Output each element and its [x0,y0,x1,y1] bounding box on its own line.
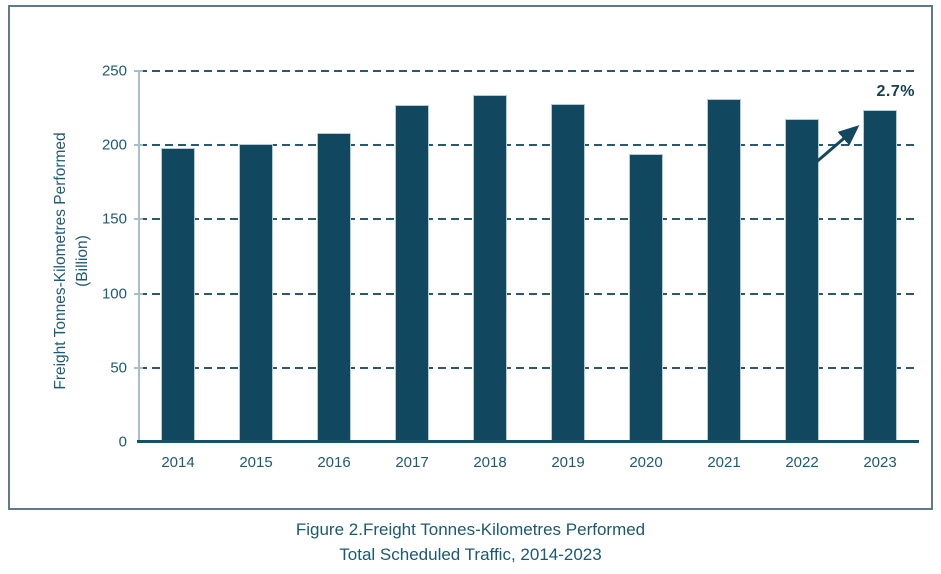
bar-2023 [863,109,897,442]
bar-2014 [161,148,195,442]
bar-2020 [628,154,663,442]
x-tick-label-2019: 2019 [551,454,585,471]
y-axis-line [138,71,140,442]
gridline-200 [139,144,919,147]
growth-arrow-icon [813,125,860,166]
x-tick-label-2017: 2017 [395,454,429,471]
figure-caption-line1: Figure 2.Freight Tonnes-Kilometres Perfo… [295,520,646,539]
gridline-50 [139,366,919,369]
x-tick-label-2021: 2021 [707,454,741,471]
y-tick-mark-50 [134,366,143,369]
y-tick-label-50: 50 [110,359,127,377]
y-tick-label-0: 0 [118,433,127,451]
gridline-150 [139,218,919,221]
y-axis-title-line1: Freight Tonnes-Kilometres Performed [52,132,69,390]
y-tick-mark-250 [134,70,143,72]
bar-2015 [239,143,273,442]
y-tick-mark-100 [134,292,143,295]
gridline-100 [139,292,919,295]
x-tick-label-2020: 2020 [629,454,663,471]
y-tick-label-100: 100 [101,285,127,303]
bar-2019 [551,103,585,442]
bar-2016 [317,133,351,442]
figure-caption: Figure 2.Freight Tonnes-Kilometres Perfo… [0,517,941,567]
gridline-250 [139,70,919,72]
x-tick-label-2015: 2015 [239,454,273,471]
y-axis-title-line2: (Billion) [74,235,91,287]
x-tick-label-2023: 2023 [863,454,897,471]
y-tick-mark-200 [134,144,143,147]
x-tick-label-2014: 2014 [161,454,195,471]
bar-2021 [707,99,741,442]
x-axis-line [137,440,919,443]
growth-annotation-label: 2.7% [876,83,915,100]
bar-2022 [785,118,819,442]
y-tick-label-150: 150 [101,210,127,228]
y-tick-mark-150 [134,218,143,221]
x-tick-label-2016: 2016 [317,454,351,471]
bar-2018 [473,94,507,442]
y-axis-title: Freight Tonnes-Kilometres Performed (Bil… [50,132,94,389]
x-tick-label-2018: 2018 [473,454,507,471]
plot-area: 0 50 100 150 200 250 2014 2015 2016 2017 2018 2019 2… [102,63,919,471]
figure-caption-line2: Total Scheduled Traffic, 2014-2023 [339,545,602,564]
chart-frame: Freight Tonnes-Kilometres Performed (Bil… [8,5,933,510]
y-tick-label-200: 200 [101,136,127,154]
x-tick-label-2022: 2022 [785,454,819,471]
y-tick-label-250: 250 [101,62,127,80]
bar-2017 [395,105,429,442]
